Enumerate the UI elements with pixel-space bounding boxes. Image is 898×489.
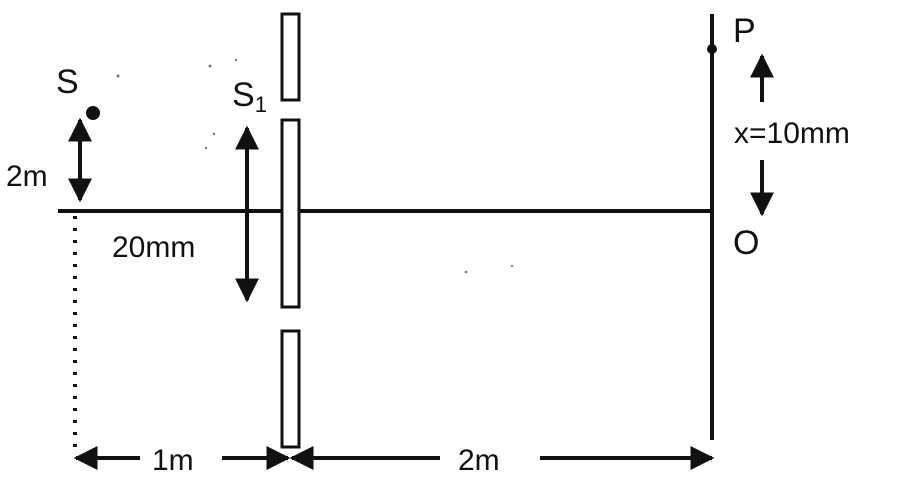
scan-specks (116, 58, 514, 274)
distance-2m-label: 2m (458, 444, 500, 477)
distance-1m-label: 1m (152, 444, 194, 477)
slit-label-main: S (232, 76, 255, 114)
source-height-label: 2m (6, 160, 48, 193)
point-p-dot (707, 44, 717, 54)
barrier-top (280, 12, 301, 102)
slit-label-subscript: 1 (255, 92, 267, 117)
barrier-bottom (280, 329, 301, 449)
source-label: S (56, 63, 79, 101)
point-o-label: O (733, 224, 759, 262)
barrier-middle (280, 118, 301, 309)
source-dot (86, 106, 100, 120)
slit-label: S1 (232, 76, 267, 117)
screen-offset-label: x=10mm (734, 117, 850, 150)
slit-span-label: 20mm (112, 231, 195, 264)
point-p-label: P (733, 12, 756, 50)
